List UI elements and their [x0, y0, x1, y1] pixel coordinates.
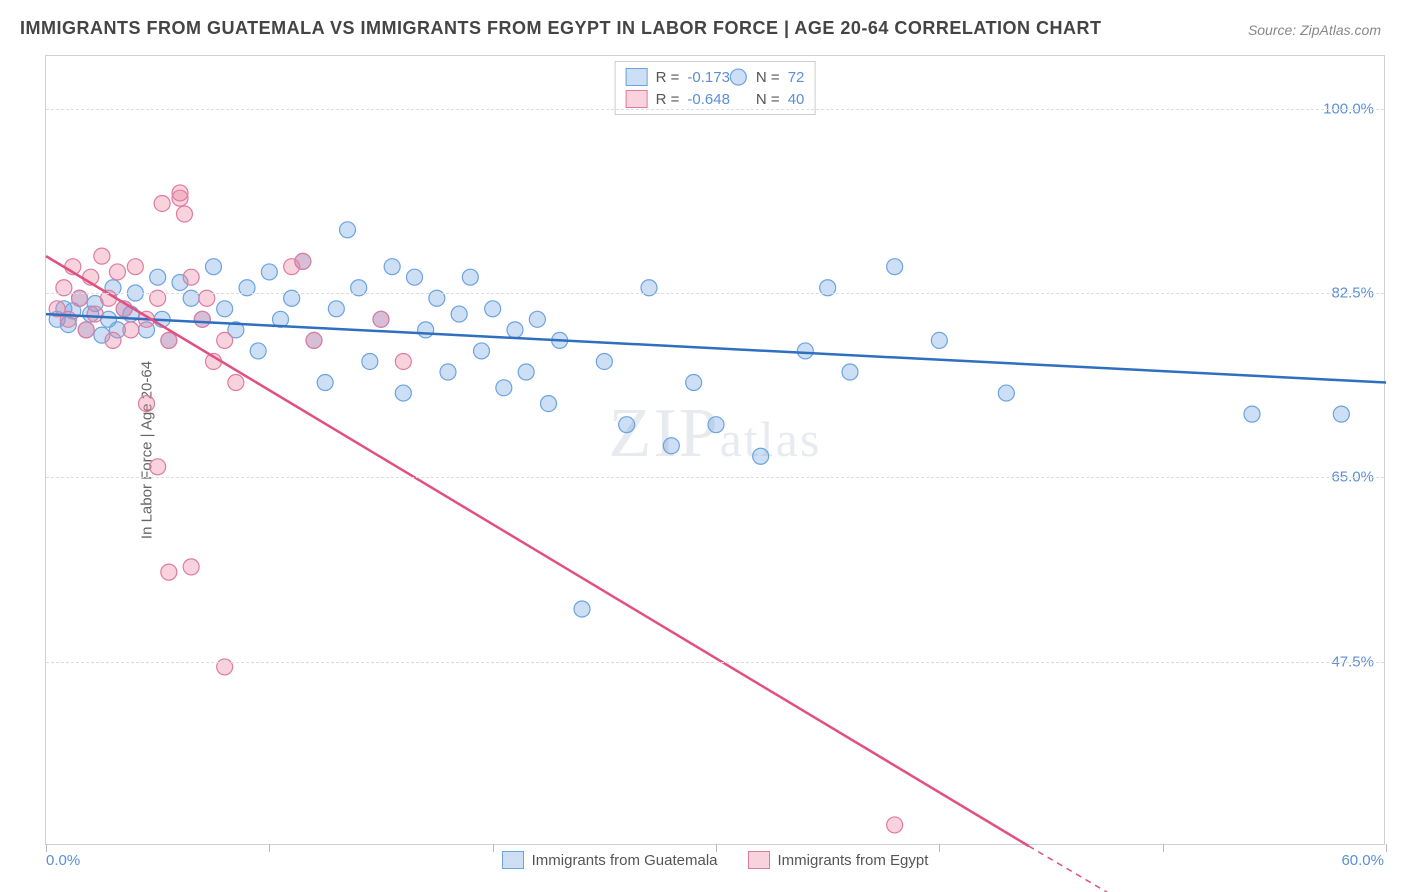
data-point: [451, 306, 467, 322]
data-point: [150, 269, 166, 285]
data-point: [172, 185, 188, 201]
data-point: [418, 322, 434, 338]
data-point: [123, 322, 139, 338]
data-point: [183, 269, 199, 285]
data-point: [462, 269, 478, 285]
data-point: [708, 417, 724, 433]
data-point: [306, 332, 322, 348]
legend-label-guatemala: Immigrants from Guatemala: [532, 852, 718, 869]
data-point: [150, 459, 166, 475]
data-point: [94, 248, 110, 264]
data-point: [887, 259, 903, 275]
data-point: [686, 375, 702, 391]
data-point: [228, 375, 244, 391]
gridline: [46, 293, 1384, 294]
legend-series: Immigrants from Guatemala Immigrants fro…: [46, 851, 1384, 869]
data-point: [109, 264, 125, 280]
data-point: [496, 380, 512, 396]
data-point: [842, 364, 858, 380]
data-point: [541, 396, 557, 412]
data-point: [176, 206, 192, 222]
data-point: [1333, 406, 1349, 422]
swatch-guatemala-bottom: [502, 851, 524, 869]
data-point: [797, 343, 813, 359]
data-point: [619, 417, 635, 433]
data-point: [395, 353, 411, 369]
data-point: [78, 322, 94, 338]
data-point: [485, 301, 501, 317]
data-point: [328, 301, 344, 317]
data-point: [931, 332, 947, 348]
chart-area: In Labor Force | Age 20-64 ZIPatlas R = …: [45, 55, 1385, 845]
legend-item-guatemala: Immigrants from Guatemala: [502, 851, 718, 869]
data-point: [529, 311, 545, 327]
data-point: [261, 264, 277, 280]
data-point: [206, 259, 222, 275]
data-point: [217, 301, 233, 317]
legend-label-egypt: Immigrants from Egypt: [778, 852, 929, 869]
data-point: [1244, 406, 1260, 422]
data-point: [395, 385, 411, 401]
data-point: [407, 269, 423, 285]
data-point: [596, 353, 612, 369]
data-point: [373, 311, 389, 327]
data-point: [574, 601, 590, 617]
data-point: [518, 364, 534, 380]
data-point: [474, 343, 490, 359]
data-point: [295, 253, 311, 269]
legend-item-egypt: Immigrants from Egypt: [748, 851, 929, 869]
gridline: [46, 662, 1384, 663]
data-point: [384, 259, 400, 275]
data-point: [87, 306, 103, 322]
swatch-egypt-bottom: [748, 851, 770, 869]
data-point: [161, 564, 177, 580]
scatter-plot-svg: [46, 56, 1384, 844]
data-point: [194, 311, 210, 327]
data-point: [161, 332, 177, 348]
data-point: [753, 448, 769, 464]
data-point: [340, 222, 356, 238]
data-point: [217, 332, 233, 348]
regression-line: [46, 314, 1386, 382]
source-label: Source: ZipAtlas.com: [1248, 22, 1381, 38]
data-point: [663, 438, 679, 454]
gridline: [46, 109, 1384, 110]
data-point: [887, 817, 903, 833]
gridline: [46, 477, 1384, 478]
data-point: [139, 396, 155, 412]
data-point: [154, 195, 170, 211]
data-point: [507, 322, 523, 338]
data-point: [183, 559, 199, 575]
data-point: [105, 332, 121, 348]
xtick: [1386, 844, 1387, 852]
data-point: [362, 353, 378, 369]
data-point: [127, 259, 143, 275]
data-point: [440, 364, 456, 380]
regression-line: [46, 256, 1029, 846]
data-point: [250, 343, 266, 359]
chart-title: IMMIGRANTS FROM GUATEMALA VS IMMIGRANTS …: [20, 18, 1102, 39]
data-point: [730, 69, 746, 85]
data-point: [317, 375, 333, 391]
data-point: [998, 385, 1014, 401]
